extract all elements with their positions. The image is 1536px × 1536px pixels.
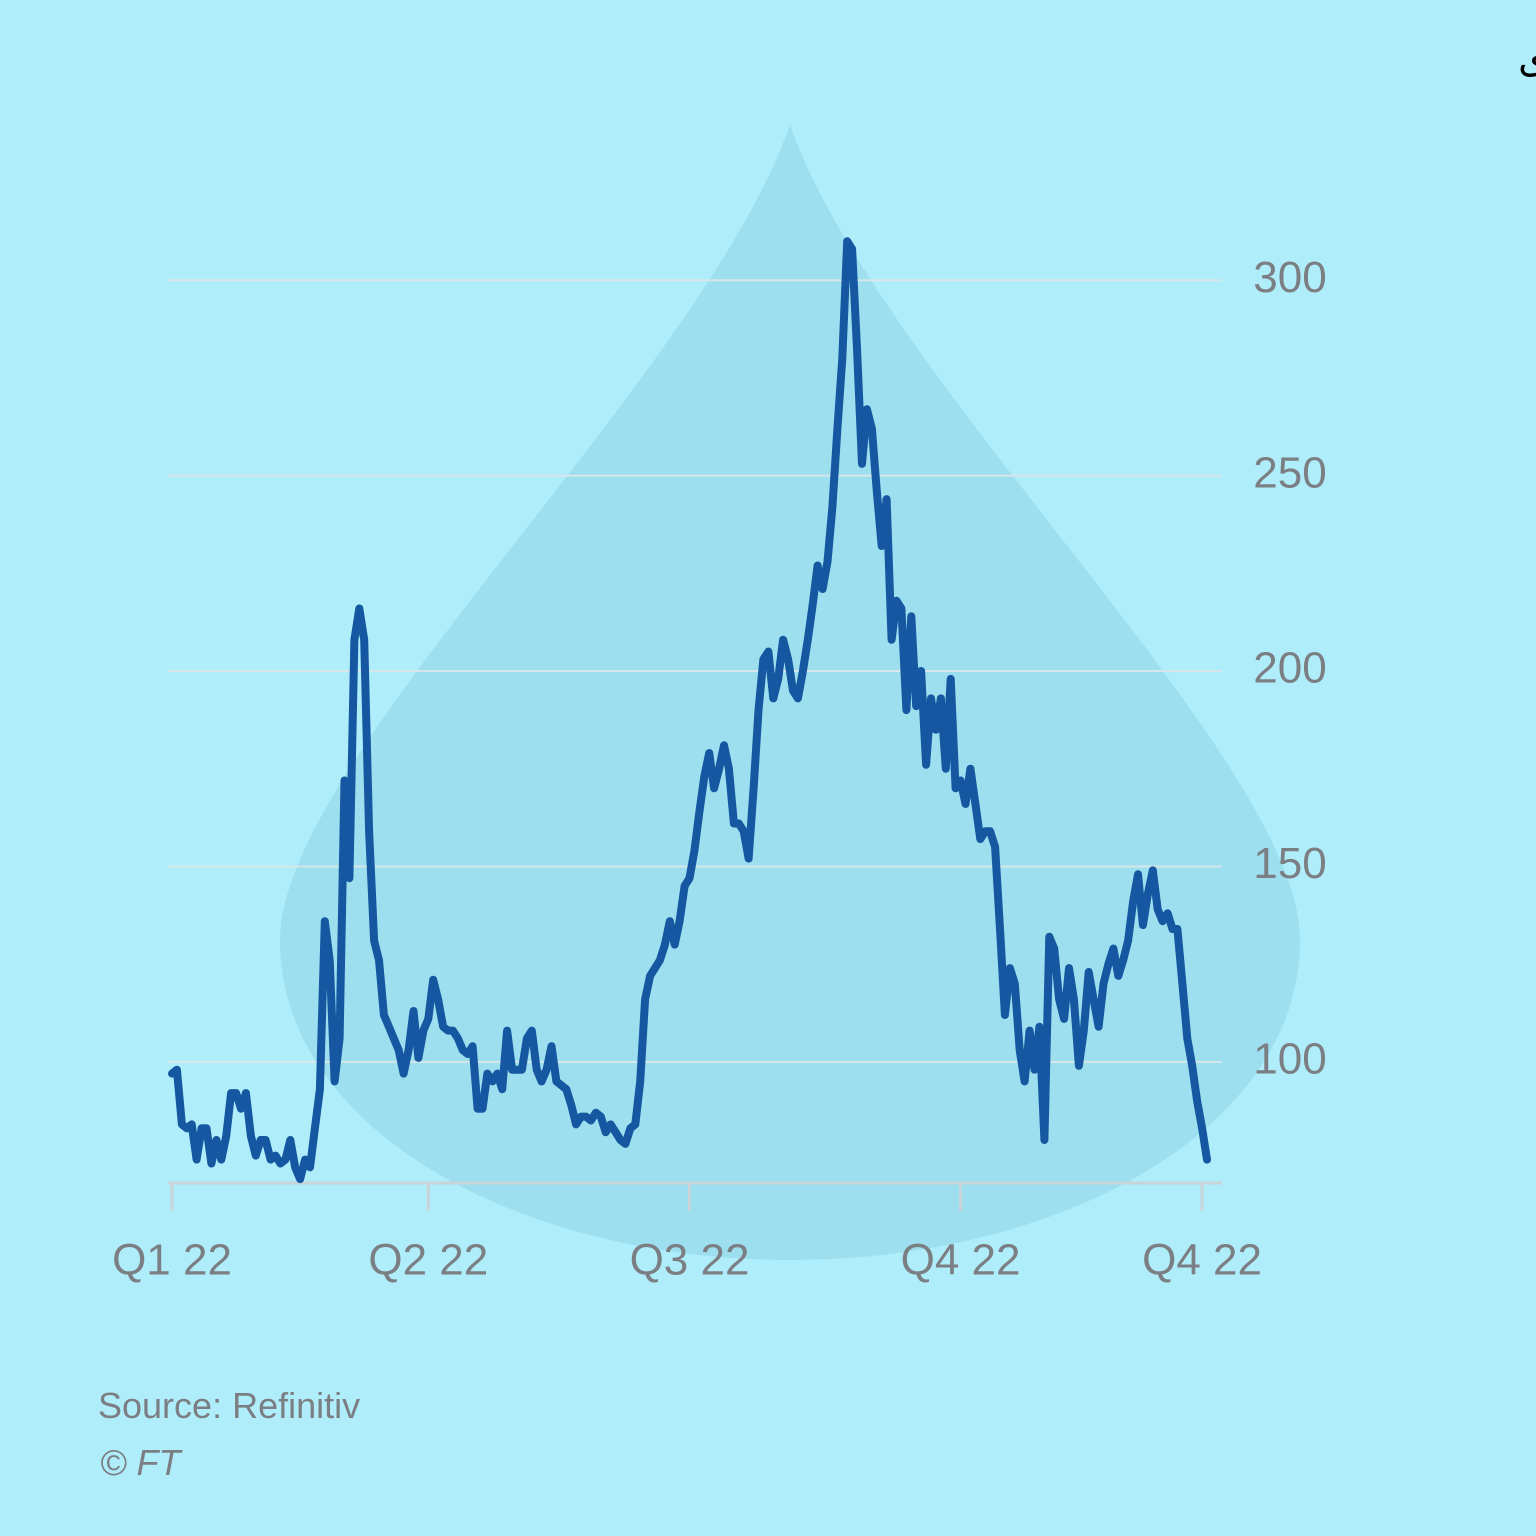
source: Source: Refinitiv (98, 1385, 360, 1426)
y-tick-label: 250 (1253, 448, 1326, 497)
y-tick-label: 100 (1253, 1034, 1326, 1083)
credit: © FT (100, 1442, 184, 1483)
y-tick-label: 200 (1253, 644, 1326, 693)
data-line (168, 237, 1211, 1184)
x-tick-label: Q1 22 (112, 1236, 232, 1285)
x-tick-label: Q4 22 (901, 1236, 1021, 1285)
x-tick-label: Q2 22 (368, 1236, 488, 1285)
x-tick-label: Q4 22 (1142, 1236, 1262, 1285)
y-tick-label: 300 (1253, 253, 1326, 302)
x-tick-label: Q3 22 (630, 1236, 750, 1285)
plot-area: 100 150 200 250 300 Q1 22 Q2 22 Q3 22 Q4 22 Q4 22 (112, 237, 1327, 1285)
chart-title: نرخی گازی سروشتی لە ئەوروپا بۆ ئاستی پێش… (1518, 36, 1536, 82)
y-tick-label: 150 (1253, 839, 1326, 888)
